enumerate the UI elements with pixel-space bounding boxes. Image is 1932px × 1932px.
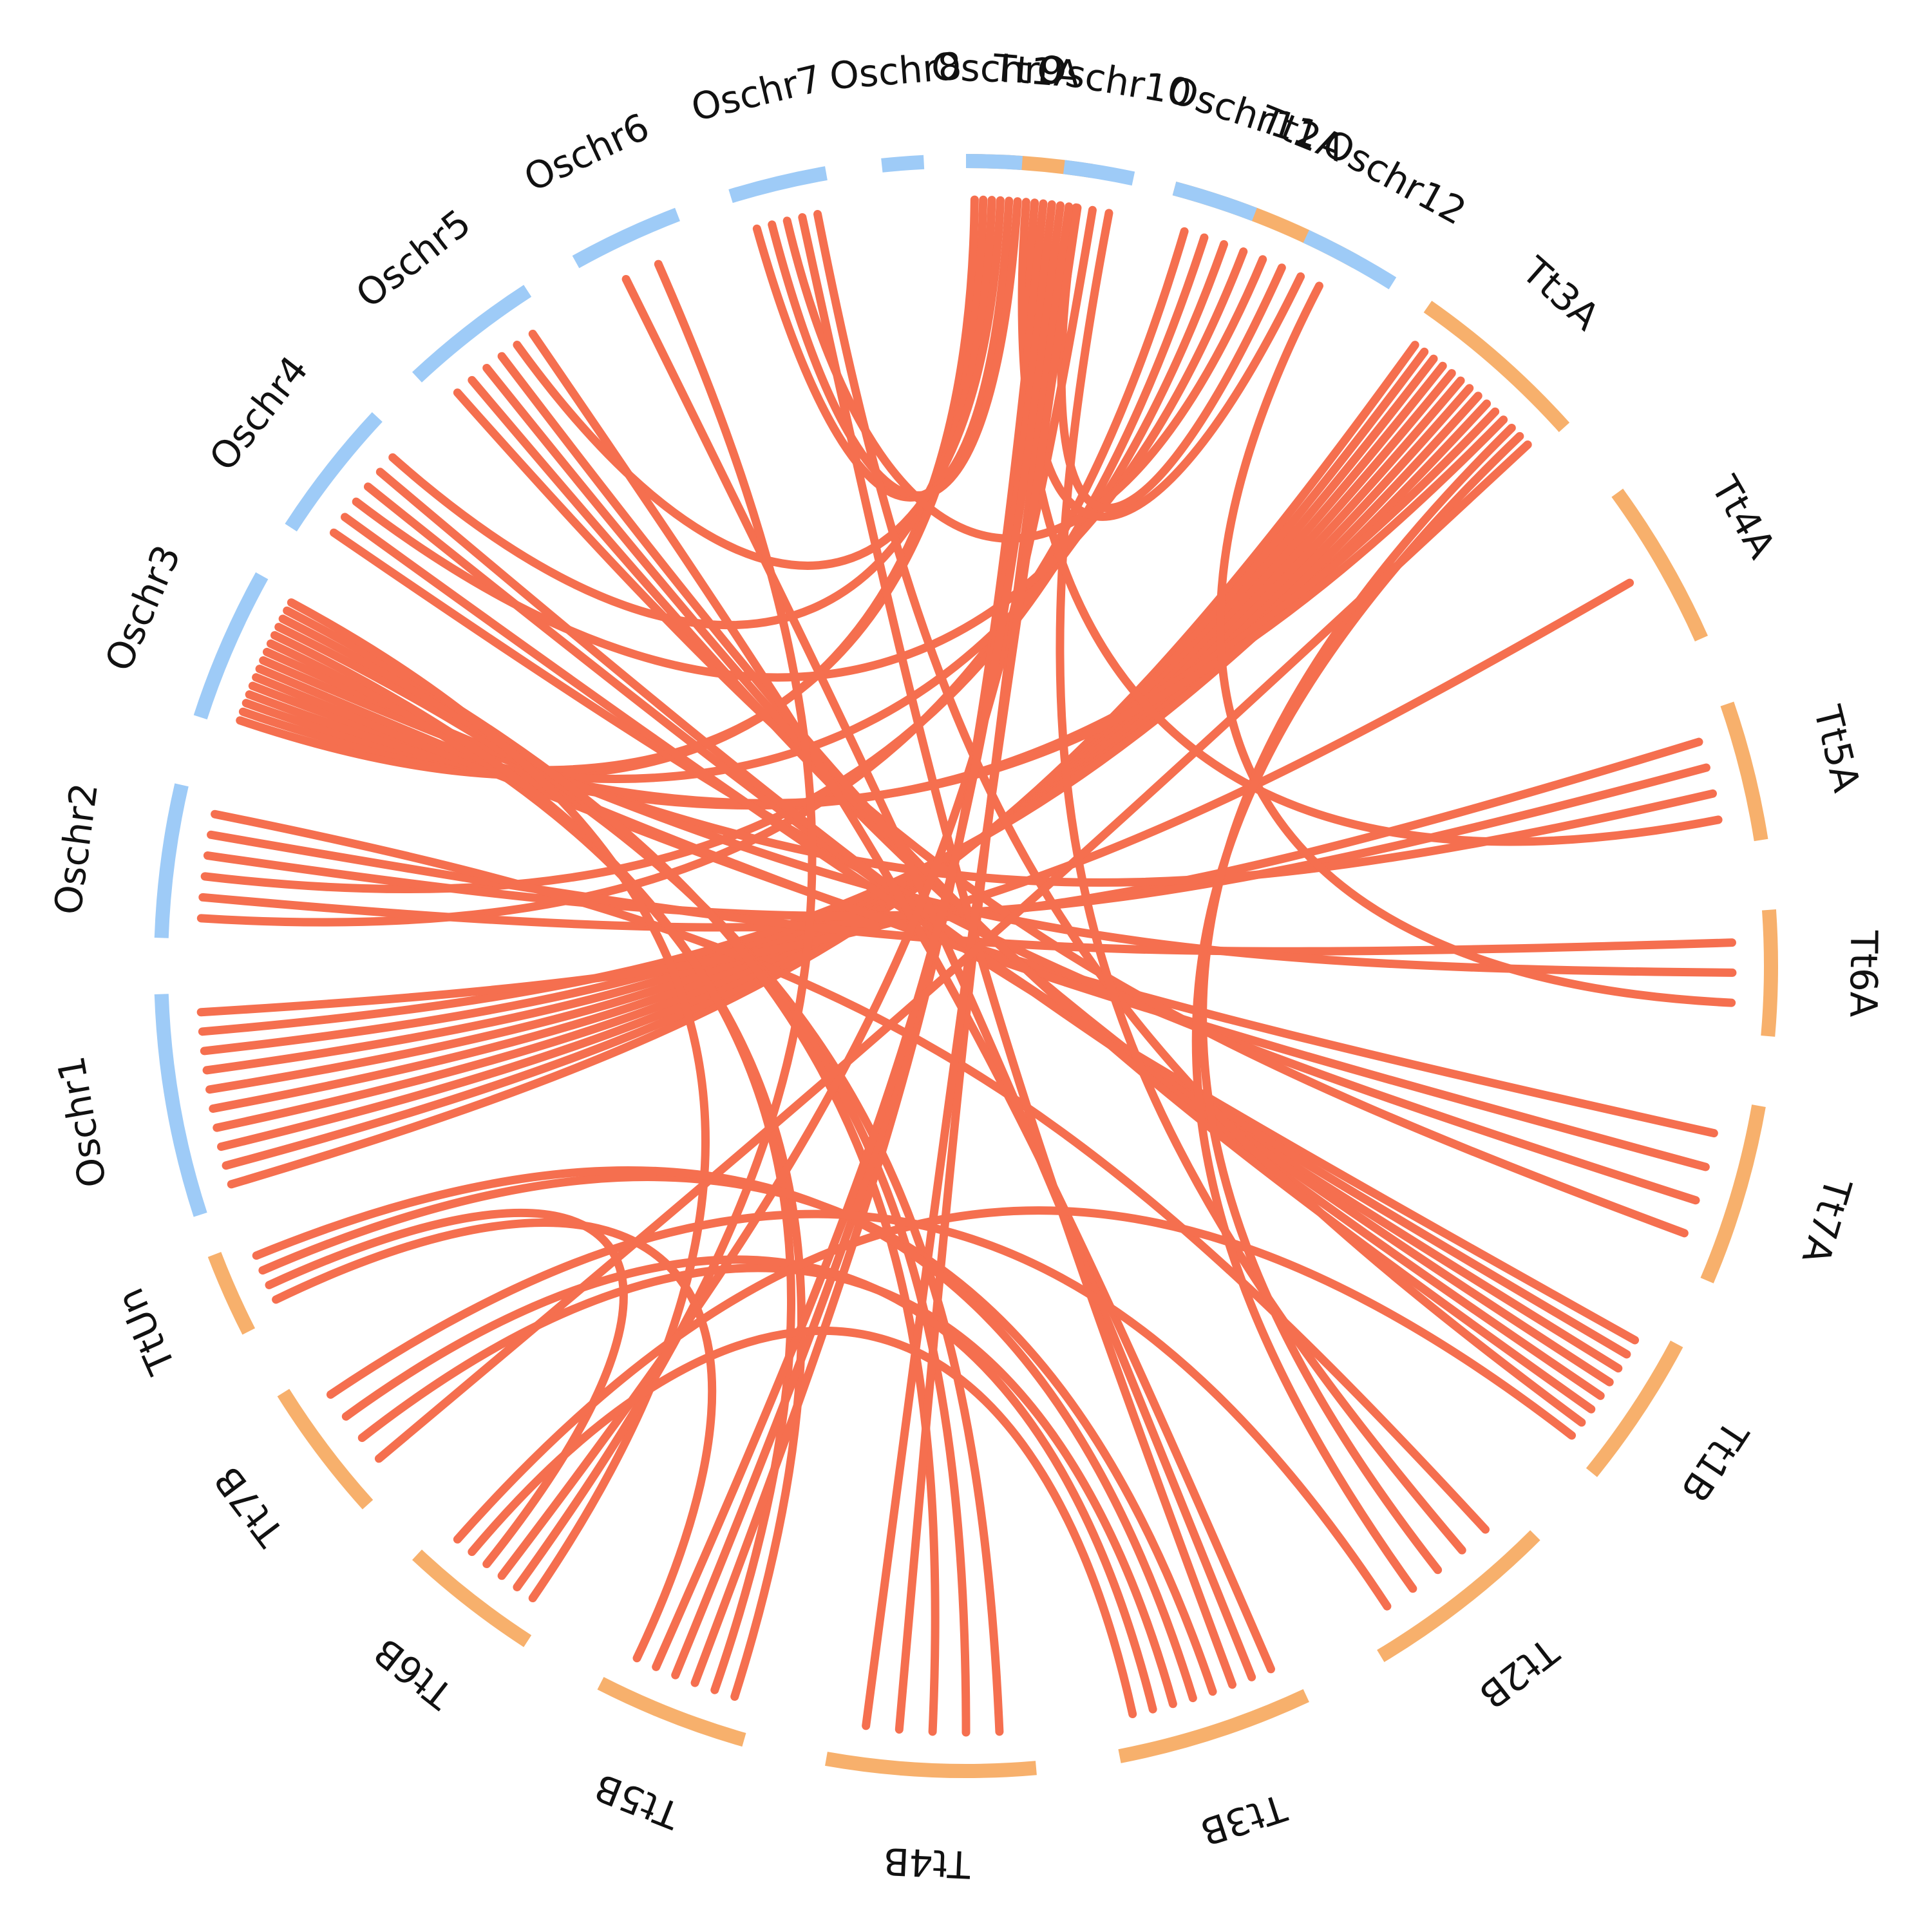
chromosome-label-tt4a: Tt4A: [1703, 468, 1785, 566]
chromosome-arc-tt6a: [1761, 909, 1778, 1037]
chromosome-label-tt1b: Tt1B: [1672, 1413, 1757, 1510]
synteny-link-tt3a-tt2b: [1191, 431, 1524, 1593]
chromosome-label-tt6a: Tt6A: [1841, 929, 1886, 1018]
chromosome-label-tt2b: Tt2B: [1471, 1629, 1567, 1717]
chromosome-label-tt4b: Tt4B: [882, 1839, 972, 1887]
chromosome-label-oschr3: Oschr3: [97, 539, 189, 677]
chromosome-arc-tt5a: [1720, 701, 1768, 842]
synteny-link-oschr3-tt4b: [274, 623, 1004, 1736]
chromosome-arc-tt2b: [1377, 1530, 1540, 1662]
chromosome-arc-oschr9: [965, 154, 1023, 171]
chromosome-label-tt5b: Tt5B: [589, 1765, 686, 1838]
chromosome-arc-oschr3: [193, 572, 269, 720]
synteny-link-oschr7-tt1b: [813, 210, 1586, 1427]
synteny-link-oschr7-tt3b: [798, 213, 1236, 1689]
chromosome-label-tt3a: Tt3A: [1513, 248, 1608, 339]
chromosome-label-tt5a: Tt5A: [1805, 701, 1869, 796]
synteny-link-tt7b-tt3b: [341, 1255, 1157, 1714]
synteny-link-tt2a-tt6a: [1216, 281, 1736, 1007]
chromosome-arc-tt4a: [1611, 488, 1708, 642]
chromosome-arc-tt7b: [277, 1388, 374, 1510]
synteny-link-tt7b-tt2b: [326, 1209, 1392, 1611]
synteny-links: [196, 195, 1737, 1737]
chromosome-arc-tt1b: [1586, 1340, 1683, 1477]
chromosome-arc-ttun: [207, 1252, 256, 1335]
chromosome-arc-oschr7: [728, 166, 828, 204]
synteny-link-tt1a-tt4b: [862, 204, 1082, 1730]
chromosome-arc-oschr10: [1063, 160, 1135, 186]
chromosome-arc-oschr2: [154, 783, 189, 938]
chromosome-arc-oschr5: [412, 285, 532, 383]
chromosome-label-tt6b: Tt6B: [366, 1629, 462, 1718]
synteny-link-oschr6-tt6b: [513, 260, 817, 1591]
chromosome-label-tt3b: Tt3B: [1195, 1785, 1292, 1854]
synteny-link-oschr3-tt4b: [283, 606, 940, 1736]
synteny-link-oschr4-tt1a: [388, 196, 996, 630]
chromosome-label-tt7a: Tt7A: [1794, 1173, 1861, 1269]
chromosome-label-tt1a: Tt1A: [991, 46, 1082, 96]
synteny-link-oschr10-tt6b: [497, 205, 1097, 1580]
chromosome-arc-tt6b: [412, 1549, 532, 1647]
chromosome-label-ttun: TtUn: [108, 1282, 184, 1381]
chromosome-label-oschr11: Oschr11: [1162, 68, 1324, 158]
chromosome-label-oschr4: Oschr4: [201, 348, 317, 479]
chromosome-arc-tt4b: [825, 1752, 1037, 1778]
chromosome-arc-oschr12: [1303, 230, 1397, 290]
chromosome-label-tt7b: Tt7B: [205, 1459, 293, 1555]
synteny-link-oschr10-tt2b: [1056, 209, 1466, 1555]
synteny-link-oschr7-tt1a: [768, 197, 1022, 500]
chromosome-label-oschr12: Oschr12: [1315, 120, 1473, 233]
chromosome-arc-oschr11: [1172, 181, 1257, 222]
chromosome-arc-oschr4: [285, 412, 383, 532]
chromosome-arc-tt5b: [597, 1676, 746, 1747]
synteny-link-ttun-tt6b: [265, 1209, 628, 1569]
synteny-link-tt3a-tt7b: [374, 440, 1532, 1463]
synteny-link-ttun-tt5b: [272, 1218, 717, 1663]
chromosome-label-oschr1: Oschr1: [49, 1053, 115, 1191]
chromosome-label-oschr6: Oschr6: [518, 105, 656, 200]
synteny-link-oschr5-tt7a: [453, 388, 1689, 1238]
synteny-link-oschr3-tt6b: [287, 598, 710, 1603]
chromosome-label-oschr7: Oschr7: [687, 57, 826, 130]
synteny-link-tt6b-tt3b: [468, 1327, 1137, 1719]
synteny-link-tt6b-tt1b: [453, 1206, 1577, 1544]
chromosome-arc-oschr6: [572, 207, 680, 269]
chromosome-arc-tt7a: [1700, 1104, 1766, 1283]
chromosome-label-oschr8: Oschr8: [828, 44, 963, 98]
chromosome-ideogram-track: [154, 154, 1778, 1778]
chromosome-arc-tt3b: [1118, 1689, 1309, 1763]
chromosome-label-oschr9: Oschr9: [931, 44, 1065, 93]
synteny-link-oschr10-tt2a: [1057, 203, 1286, 513]
chromosome-arc-oschr1: [154, 994, 207, 1217]
chromosome-label-oschr5: Oschr5: [348, 201, 479, 317]
chromosome-arc-oschr8: [881, 155, 925, 173]
chromosome-label-oschr2: Oschr2: [46, 781, 106, 917]
chromosome-arc-tt3a: [1423, 301, 1570, 432]
synteny-link-tt1a-tt5b: [652, 201, 1065, 1671]
